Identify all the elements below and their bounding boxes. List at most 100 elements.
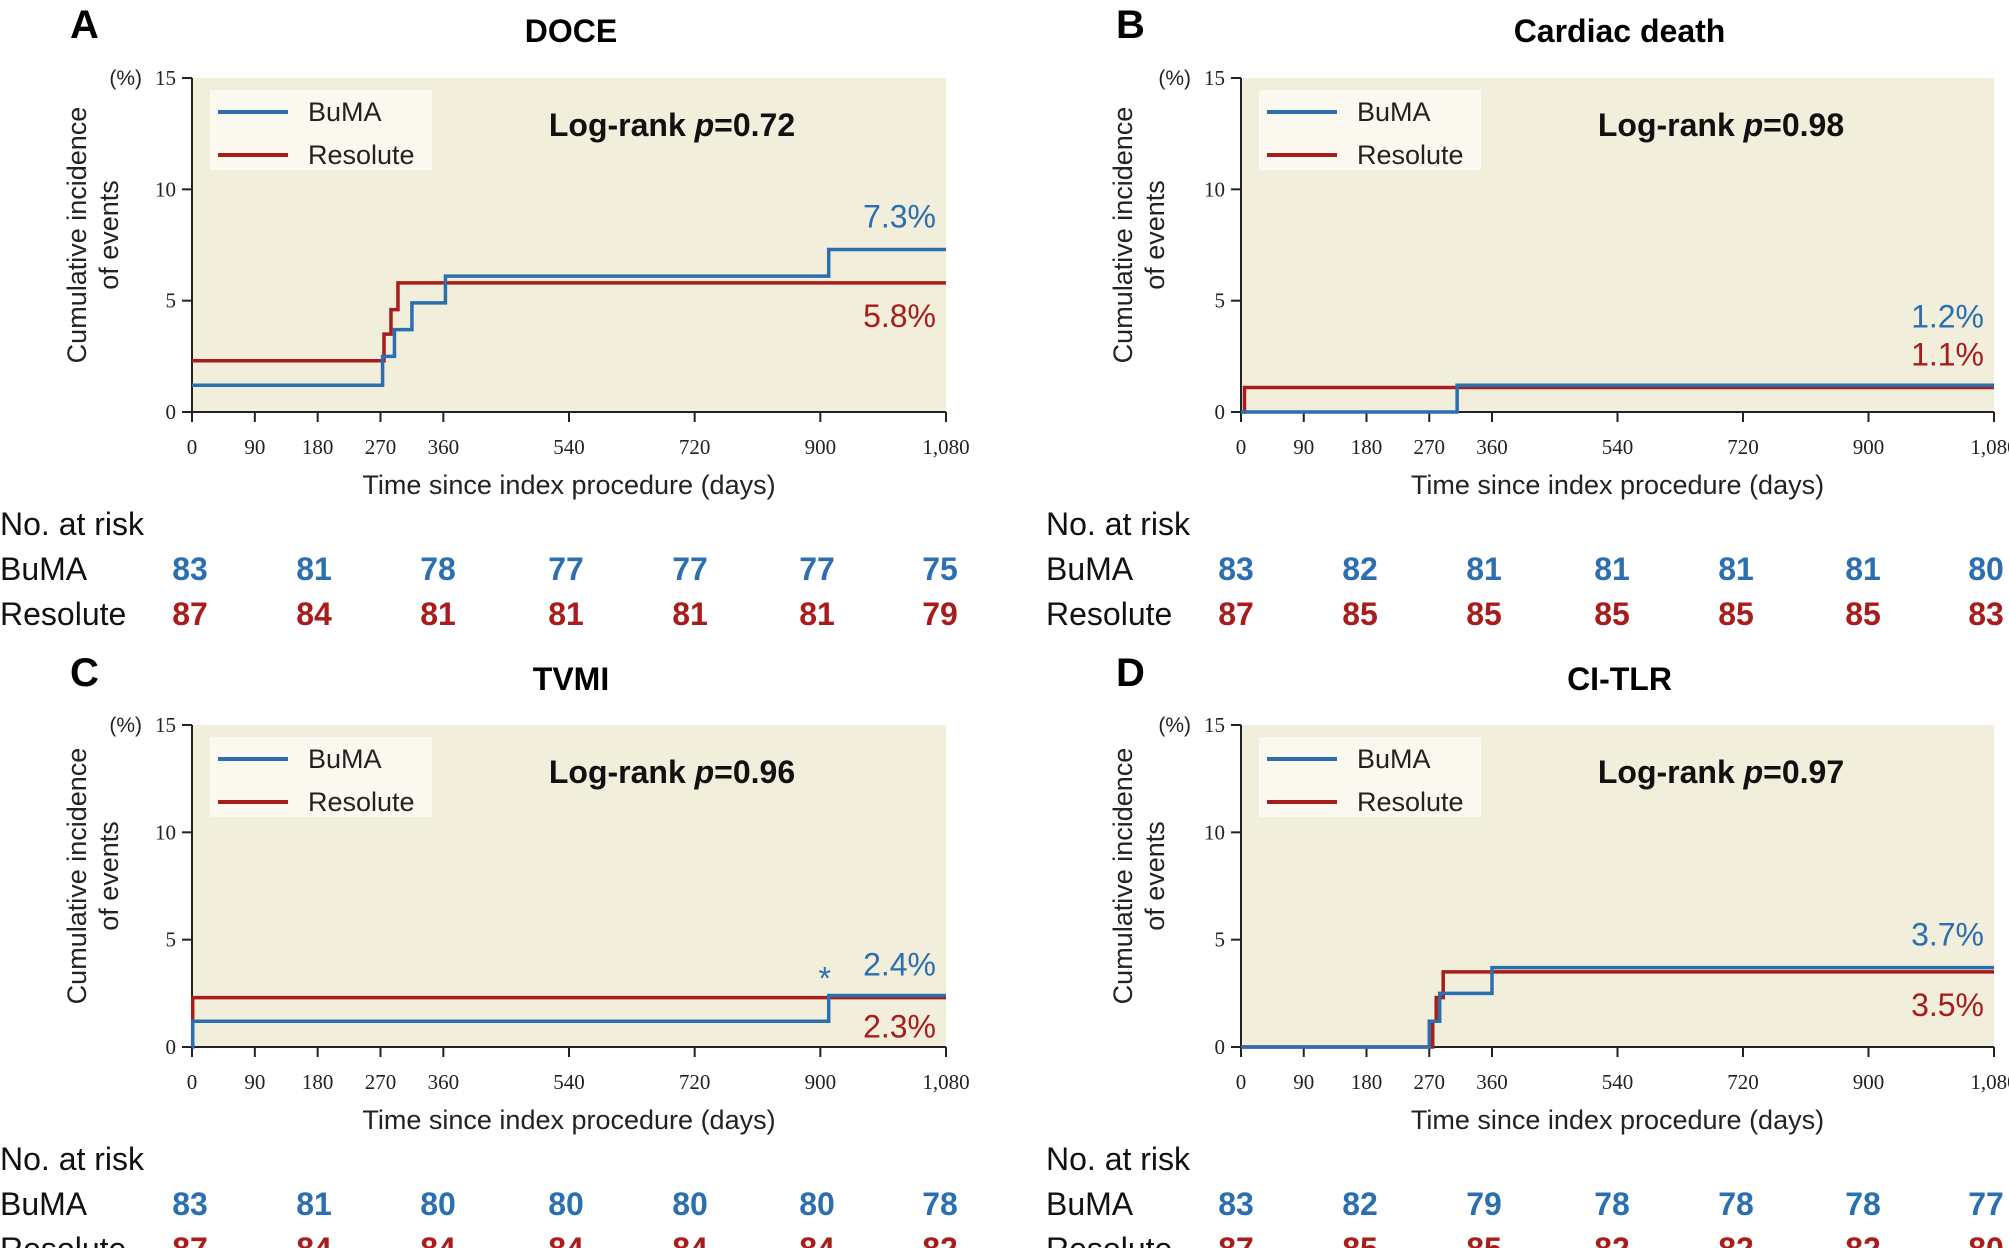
x-tick-label: 0: [187, 435, 198, 459]
risk-row-label-resolute: Resolute: [0, 1231, 126, 1248]
y-axis-title-line: of events: [1140, 180, 1170, 290]
log-rank-prefix: Log-rank: [549, 107, 695, 143]
x-tick-label: 180: [1351, 1070, 1383, 1094]
risk-table-header: No. at risk: [1046, 506, 1191, 542]
risk-row-label-buma: BuMA: [0, 1186, 88, 1222]
risk-count: 78: [922, 1186, 958, 1222]
risk-count: 81: [420, 596, 456, 632]
x-tick-label: 720: [1727, 1070, 1759, 1094]
legend-label-resolute: Resolute: [1357, 140, 1464, 170]
x-tick-label: 90: [1293, 435, 1314, 459]
risk-count: 81: [296, 551, 332, 587]
risk-row-label-buma: BuMA: [1046, 551, 1134, 587]
risk-count: 84: [799, 1231, 835, 1248]
end-label-buma: 3.7%: [1911, 917, 1984, 953]
risk-count: 85: [1466, 1231, 1502, 1248]
y-unit-label: (%): [109, 67, 142, 90]
legend-label-resolute: Resolute: [308, 140, 415, 170]
log-rank-annotation: Log-rank p=0.96: [549, 754, 795, 790]
risk-count: 87: [172, 596, 208, 632]
risk-count: 82: [1718, 1231, 1754, 1248]
y-axis-title: Cumulative incidenceof events: [1108, 748, 1170, 1005]
log-rank-value: =0.96: [714, 754, 795, 790]
x-axis-title: Time since index procedure (days): [1411, 470, 1824, 500]
risk-count: 77: [1968, 1186, 2004, 1222]
risk-count: 80: [548, 1186, 584, 1222]
x-axis-title: Time since index procedure (days): [362, 1105, 775, 1135]
risk-count: 80: [420, 1186, 456, 1222]
y-tick-label: 10: [155, 820, 176, 844]
x-tick-label: 0: [1236, 435, 1247, 459]
risk-count: 78: [1594, 1186, 1630, 1222]
x-tick-label: 540: [553, 1070, 585, 1094]
legend-label-resolute: Resolute: [1357, 787, 1464, 817]
y-tick-label: 0: [166, 400, 177, 424]
risk-table-header: No. at risk: [0, 1141, 145, 1177]
y-tick-label: 10: [1204, 820, 1225, 844]
y-unit-label: (%): [1158, 714, 1191, 737]
y-tick-label: 5: [1215, 289, 1226, 313]
risk-table: No. at risk BuMA 83 81 80 80 80 80 78 Resolute 87 8…: [0, 1141, 958, 1248]
y-unit-label: (%): [1158, 67, 1191, 90]
risk-count: 83: [1968, 596, 2004, 632]
end-label-buma: 7.3%: [863, 198, 936, 234]
risk-count: 87: [172, 1231, 208, 1248]
risk-count: 82: [1594, 1231, 1630, 1248]
y-axis-title-line: Cumulative incidence: [1108, 107, 1138, 364]
x-tick-label: 360: [428, 435, 460, 459]
panel-title: CI-TLR: [1567, 661, 1672, 697]
risk-count: 82: [1342, 1186, 1378, 1222]
risk-count: 81: [1845, 551, 1881, 587]
x-tick-label: 540: [1602, 1070, 1634, 1094]
x-tick-label: 270: [365, 1070, 397, 1094]
risk-count: 80: [672, 1186, 708, 1222]
panel-letter: D: [1116, 651, 1145, 695]
risk-count: 81: [1594, 551, 1630, 587]
end-label-resolute: 1.1%: [1911, 336, 1984, 372]
risk-count: 77: [799, 551, 835, 587]
log-rank-annotation: Log-rank p=0.97: [1598, 754, 1844, 790]
x-tick-label: 1,080: [1970, 1070, 2009, 1094]
end-label-buma: 2.4%: [863, 946, 936, 982]
risk-count: 77: [548, 551, 584, 587]
end-label-resolute: 2.3%: [863, 1009, 936, 1045]
legend: BuMA Resolute: [210, 737, 432, 817]
risk-table: No. at risk BuMA 83 81 78 77 77 77 75 Resolute 87 8…: [0, 506, 958, 632]
risk-count: 81: [799, 596, 835, 632]
y-tick-label: 10: [1204, 177, 1225, 201]
log-rank-prefix: Log-rank: [1598, 754, 1744, 790]
risk-count: 85: [1594, 596, 1630, 632]
y-tick-label: 15: [155, 66, 176, 90]
risk-count: 84: [548, 1231, 584, 1248]
log-rank-prefix: Log-rank: [549, 754, 695, 790]
y-tick-label: 15: [155, 713, 176, 737]
legend-label-buma: BuMA: [1357, 744, 1431, 774]
risk-count: 79: [922, 596, 958, 632]
y-axis-title: Cumulative incidenceof events: [62, 107, 124, 364]
risk-count: 82: [922, 1231, 958, 1248]
y-axis-title-line: of events: [94, 180, 124, 290]
x-tick-label: 360: [428, 1070, 460, 1094]
series-line-buma: [1241, 383, 1994, 414]
risk-table-header: No. at risk: [0, 506, 145, 542]
risk-count: 81: [548, 596, 584, 632]
x-tick-label: 1,080: [922, 435, 969, 459]
risk-count: 82: [1342, 551, 1378, 587]
legend-label-resolute: Resolute: [308, 787, 415, 817]
risk-count: 77: [672, 551, 708, 587]
risk-count: 87: [1218, 596, 1254, 632]
x-tick-label: 720: [1727, 435, 1759, 459]
log-rank-p: p: [1743, 754, 1764, 790]
y-tick-label: 10: [155, 177, 176, 201]
x-tick-label: 900: [1853, 435, 1885, 459]
y-tick-label: 5: [166, 289, 177, 313]
risk-count: 78: [1845, 1186, 1881, 1222]
end-label-resolute: 3.5%: [1911, 987, 1984, 1023]
x-tick-label: 270: [1414, 435, 1446, 459]
legend: BuMA Resolute: [1259, 737, 1481, 817]
x-tick-label: 0: [1236, 1070, 1247, 1094]
x-axis-title: Time since index procedure (days): [362, 470, 775, 500]
risk-count: 80: [1968, 1231, 2004, 1248]
x-tick-label: 1,080: [922, 1070, 969, 1094]
